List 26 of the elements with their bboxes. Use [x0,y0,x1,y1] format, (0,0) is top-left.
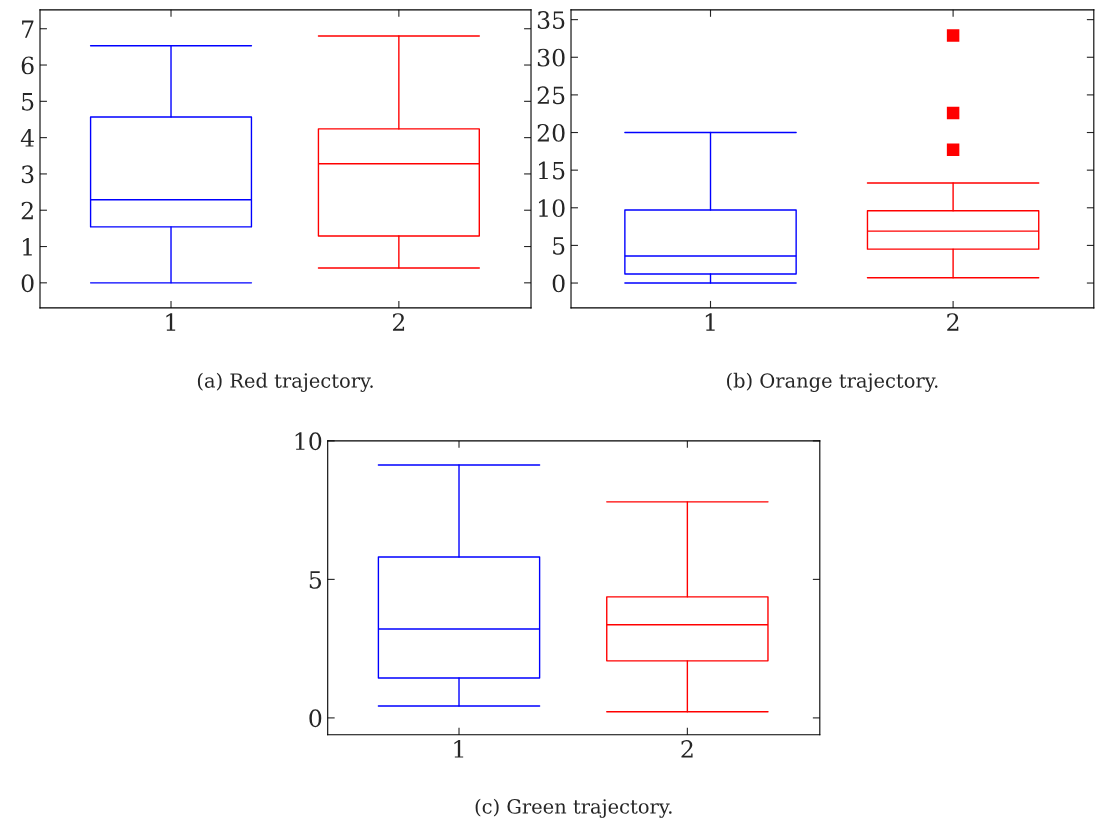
y-tick-label: 2 [21,201,33,220]
y-tick-label: 10 [295,432,322,451]
x-tick-label: 2 [392,313,405,331]
y-tick-label: 5 [309,571,322,589]
y-tick-label: 10 [538,199,565,218]
y-tick-label: 5 [22,93,34,111]
y-tick-label: 0 [552,274,565,293]
y-tick-label: 3 [21,165,34,184]
y-tick-label: 5 [553,237,565,255]
x-tick-label: 1 [166,313,176,331]
y-tick-label: 1 [23,237,32,256]
text: (a) Red trajectory. [197,372,373,392]
y-tick-label: 4 [20,129,34,147]
y-tick-label: 7 [22,20,34,38]
text: (b) Orange trajectory. [727,372,938,392]
y-tick-label: 15 [538,161,565,180]
y-tick-label: 0 [309,709,322,728]
y-tick-label: 25 [537,86,565,105]
y-tick-label: 0 [21,274,34,293]
y-tick-label: 35 [537,11,565,29]
text: (c) Green trajectory. [475,798,672,818]
y-tick-label: 20 [537,123,565,142]
x-tick-label: 2 [947,313,959,331]
x-tick-label: 1 [705,313,715,331]
y-tick-label: 30 [537,48,565,67]
y-tick-label: 6 [21,56,34,75]
